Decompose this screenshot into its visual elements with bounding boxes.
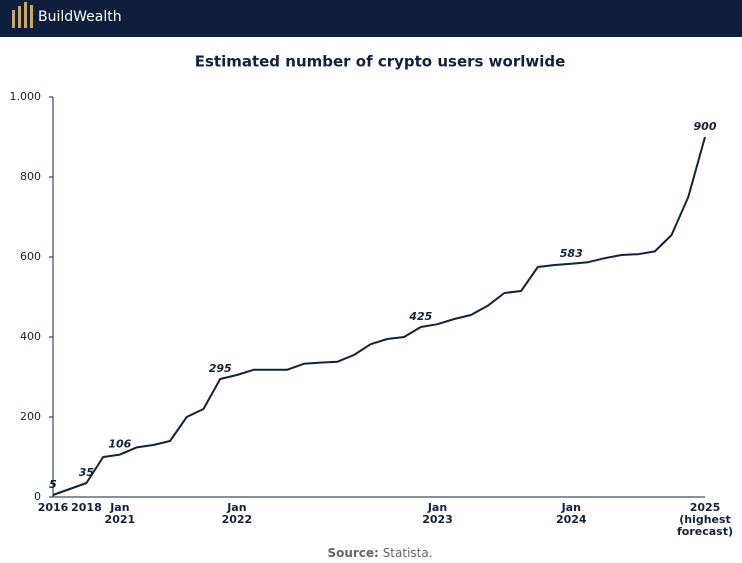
x-tick-label-line: 2021: [105, 513, 136, 526]
y-tick-label: 600: [20, 250, 41, 263]
y-tick-label: 1.000: [10, 90, 42, 103]
x-tick-label-line: 2018: [71, 501, 102, 514]
y-tick-label: 0: [34, 490, 41, 503]
data-label: 106: [108, 438, 131, 451]
x-tick-label-line: Jan: [109, 501, 129, 514]
x-tick-label-line: 2025: [690, 501, 721, 514]
x-tick-label: 2016: [38, 501, 69, 514]
data-label: 35: [79, 466, 95, 479]
brand-name[interactable]: BuildWealth: [38, 9, 122, 25]
x-tick-label: Jan 2021: [105, 501, 136, 526]
x-tick-label-line: Jan: [561, 501, 581, 514]
data-label: 295: [209, 362, 232, 375]
line-series: [52, 136, 706, 496]
y-tick-label: 200: [20, 410, 41, 423]
x-tick-label-line: Jan: [427, 501, 447, 514]
x-tick-label: Jan 2024: [556, 501, 587, 526]
x-tick-label-line: (highest: [679, 513, 731, 526]
x-tick-label-line: 2022: [222, 513, 253, 526]
source-note: Source: Statista.: [327, 546, 432, 560]
x-tick-label-line: forecast): [677, 525, 733, 538]
x-tick-label-line: 2023: [422, 513, 453, 526]
x-tick-label: 2025 (highest forecast): [677, 501, 733, 538]
data-label: 900: [694, 120, 717, 133]
data-label: 425: [408, 310, 432, 323]
header-bar: [0, 0, 742, 37]
source-label: Source:: [327, 546, 378, 560]
chart-title: Estimated number of crypto users worlwid…: [195, 53, 566, 71]
logo-icon: [12, 2, 33, 28]
y-tick-label: 400: [20, 330, 41, 343]
x-tick-label: Jan 2023: [422, 501, 453, 526]
x-tick-label-line: 2016: [38, 501, 69, 514]
x-tick-label: 2018: [71, 501, 102, 514]
data-label: 5: [49, 478, 57, 491]
y-tick-label: 800: [20, 170, 41, 183]
x-tick-label: Jan 2022: [222, 501, 253, 526]
data-label: 583: [560, 247, 583, 260]
source-text: Statista.: [383, 546, 433, 560]
x-tick-label-line: 2024: [556, 513, 587, 526]
x-tick-label-line: Jan: [226, 501, 246, 514]
